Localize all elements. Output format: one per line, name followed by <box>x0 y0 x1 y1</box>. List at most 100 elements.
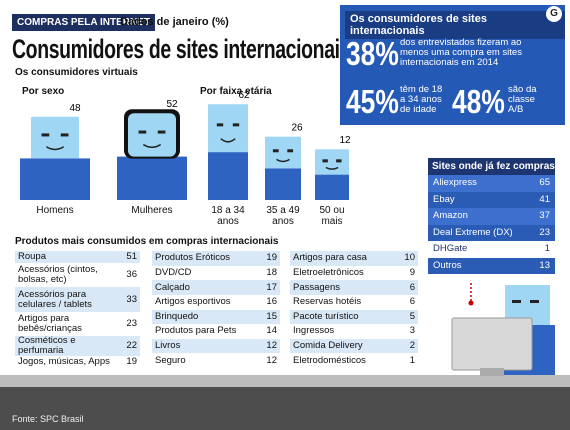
product-value: 17 <box>266 281 277 293</box>
product-row: Eletrodomésticos 1 <box>290 353 418 368</box>
figure-body <box>265 168 301 200</box>
product-name: Seguro <box>155 354 186 366</box>
site-name: Outros <box>433 259 462 271</box>
site-value: 13 <box>539 259 550 271</box>
mouth <box>142 143 162 149</box>
eye <box>287 149 294 153</box>
site-row: Deal Extreme (DX) 23 <box>428 224 555 241</box>
mouth <box>276 158 290 163</box>
product-value: 23 <box>126 317 137 329</box>
figure <box>265 136 301 200</box>
product-row: Seguro 12 <box>152 353 280 368</box>
mouth <box>220 138 236 143</box>
product-value: 16 <box>266 296 277 308</box>
figure <box>117 109 187 200</box>
category-label: 35 a 49 anos <box>266 205 300 227</box>
product-name: Roupa <box>18 251 46 263</box>
site-name: Ebay <box>433 193 455 205</box>
product-name: Pacote turístico <box>293 310 359 322</box>
computer-user <box>451 285 555 376</box>
product-name: Produtos para Pets <box>155 325 237 337</box>
stat-big: 48% <box>452 83 505 120</box>
stat-big: 38% <box>346 35 399 72</box>
value-label: 62 <box>238 90 250 101</box>
product-column: Roupa 51 Acessórios (cintos, bolsas, etc) 3… <box>15 251 140 368</box>
sites-rows: Aliexpress 65 Ebay 41 Amazon 37 Deal Extreme (… <box>428 175 555 274</box>
product-row: Ingressos 3 <box>290 324 418 339</box>
stats-title: Os consumidores de sites internacionais <box>345 11 565 39</box>
product-name: Artigos para casa <box>293 252 367 264</box>
product-row: Artigos para bebês/crianças 23 <box>15 312 140 336</box>
product-value: 12 <box>266 354 277 366</box>
product-name: Acessórios (cintos, bolsas, etc) <box>18 264 98 286</box>
product-row: Produtos para Pets 14 <box>152 324 280 339</box>
product-value: 1 <box>409 354 415 366</box>
product-name: Eletrodomésticos <box>293 354 366 366</box>
product-row: Artigos esportivos 16 <box>152 295 280 310</box>
value-label: 12 <box>339 135 351 146</box>
product-row: Acessórios para celulares / tablets 33 <box>15 287 140 312</box>
eye <box>41 133 50 137</box>
product-row: Acessórios (cintos, bolsas, etc) 36 <box>15 263 140 287</box>
figure-head <box>208 104 248 153</box>
group-title: Por faixa etária <box>200 86 272 97</box>
category-label: 50 ou mais <box>319 205 345 227</box>
products-title: Produtos mais consumidos em compras inte… <box>15 236 279 247</box>
floor <box>0 375 570 387</box>
value-label: 52 <box>166 99 178 110</box>
stat-text: têm de 18 a 34 anos de idade <box>400 84 443 115</box>
product-name: Livros <box>155 340 181 352</box>
category-label: Homens <box>36 205 74 216</box>
stat-big: 45% <box>346 83 399 120</box>
product-value: 33 <box>126 293 137 305</box>
product-row: Roupa 51 <box>15 251 140 264</box>
eye <box>216 123 224 127</box>
product-row: DVD/CD 18 <box>152 266 280 281</box>
product-value: 9 <box>409 266 415 278</box>
product-row: Produtos Eróticos 19 <box>152 251 280 266</box>
site-row: Amazon 37 <box>428 208 555 225</box>
product-value: 5 <box>409 310 415 322</box>
product-name: Cosméticos e perfumaria <box>18 334 76 356</box>
figure-body <box>20 158 90 200</box>
site-name: Amazon <box>433 210 468 221</box>
product-name: Jogos, músicas, Apps <box>18 355 110 367</box>
category-label: 18 a 34 anos <box>211 205 245 227</box>
mouth <box>45 146 65 151</box>
product-row: Comida Delivery 2 <box>290 338 418 354</box>
product-value: 14 <box>266 325 277 337</box>
product-row: Passagens 6 <box>290 280 418 295</box>
stat-text: dos entrevistados fizeram ao menos uma c… <box>400 37 522 68</box>
figure <box>208 104 248 200</box>
section-title: Os consumidores virtuais <box>15 67 138 78</box>
site-name: DHGate <box>433 243 468 254</box>
product-row: Brinquedo 15 <box>152 309 280 325</box>
site-row: Ebay 41 <box>428 191 555 208</box>
product-row: Cosméticos e perfumaria 22 <box>15 334 140 356</box>
product-value: 19 <box>126 355 137 367</box>
eye <box>157 130 166 134</box>
product-column: Produtos Eróticos 19 DVD/CD 18 Calçado 17 Arti… <box>152 251 280 368</box>
figure-body <box>117 156 187 200</box>
stats-box: Os consumidores de sites internacionais … <box>340 5 565 125</box>
subtitle: Dados de janeiro (%) <box>120 16 229 28</box>
figure-head <box>31 116 79 159</box>
product-name: Artigos para bebês/crianças <box>18 312 82 334</box>
product-name: Reservas hotéis <box>293 296 362 308</box>
product-name: Brinquedo <box>155 310 199 322</box>
logo: G <box>546 6 562 22</box>
site-name: Deal Extreme (DX) <box>433 226 513 238</box>
product-row: Eletroeletrônicos 9 <box>290 266 418 281</box>
product-value: 12 <box>266 340 277 352</box>
product-value: 10 <box>404 252 415 264</box>
title: Consumidores de sites internacionais <box>12 34 351 64</box>
figure <box>315 149 349 200</box>
product-column: Artigos para casa 10 Eletroeletrônicos 9 Pas… <box>290 251 418 368</box>
product-name: DVD/CD <box>155 266 192 278</box>
source: Fonte: SPC Brasil <box>12 414 84 424</box>
product-value: 36 <box>126 269 137 281</box>
product-value: 6 <box>409 281 415 293</box>
figure <box>20 116 90 200</box>
